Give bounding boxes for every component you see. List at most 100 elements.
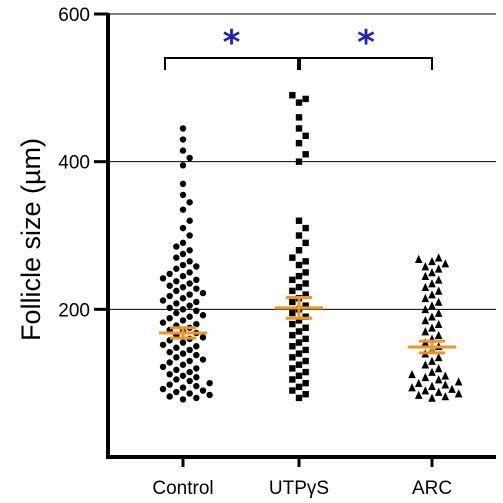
y-tick-label-400: 400 (58, 153, 90, 174)
data-point-2-15 (408, 369, 416, 379)
data-point-0-4 (186, 390, 193, 397)
data-point-2-46 (441, 259, 450, 268)
data-point-1-26 (289, 298, 296, 306)
data-point-1-16 (302, 335, 309, 343)
data-point-0-92 (179, 125, 187, 132)
data-point-0-0 (179, 396, 187, 403)
data-point-0-63 (179, 283, 187, 291)
mean-sem-bars (159, 296, 456, 355)
data-point-0-45 (179, 317, 187, 324)
data-point-0-23 (186, 357, 193, 365)
data-point-2-32 (434, 308, 443, 317)
data-point-1-44 (302, 151, 309, 158)
data-point-1-32 (289, 276, 296, 283)
data-point-1-33 (295, 272, 303, 280)
data-point-1-42 (295, 217, 303, 224)
data-point-0-84 (179, 206, 187, 213)
significance-star-0: * (223, 23, 241, 63)
data-point-0-52 (166, 304, 173, 312)
category-label-0: Control (152, 478, 213, 499)
data-point-2-39 (421, 282, 430, 292)
data-point-0-22 (166, 359, 173, 366)
data-point-1-29 (289, 287, 296, 295)
data-point-2-26 (434, 330, 443, 340)
data-point-2-38 (434, 286, 443, 295)
data-point-0-7 (159, 385, 167, 393)
data-point-2-45 (421, 262, 430, 271)
data-point-2-48 (414, 254, 423, 263)
data-point-0-30 (173, 344, 180, 351)
data-point-1-35 (295, 261, 303, 269)
y-tick-label-600: 600 (58, 5, 90, 26)
data-point-1-23 (289, 309, 296, 317)
y-tick-label-200: 200 (58, 300, 90, 321)
data-point-0-44 (159, 319, 167, 326)
data-point-0-9 (193, 382, 200, 390)
data-point-0-19 (193, 365, 200, 372)
data-point-0-54 (173, 300, 180, 307)
data-point-1-9 (295, 361, 303, 368)
data-point-1-50 (302, 95, 309, 103)
data-point-0-6 (199, 387, 207, 394)
data-point-0-66 (173, 278, 180, 285)
data-point-0-91 (179, 136, 187, 143)
data-point-1-11 (289, 354, 296, 361)
data-point-1-1 (302, 391, 309, 398)
data-point-0-82 (179, 224, 187, 232)
data-point-0-53 (186, 302, 193, 309)
data-point-2-20 (434, 352, 443, 362)
data-point-1-28 (302, 291, 309, 298)
data-point-0-87 (179, 180, 187, 188)
significance-brackets: * * (164, 23, 433, 70)
data-point-0-33 (179, 339, 187, 346)
data-point-0-12 (186, 377, 193, 385)
significance-star-1: * (357, 23, 375, 63)
data-point-0-49 (173, 309, 180, 317)
data-point-1-36 (302, 258, 309, 265)
data-point-1-46 (302, 132, 309, 140)
data-point-2-12 (434, 375, 443, 384)
data-point-2-18 (421, 360, 430, 369)
data-point-1-18 (295, 328, 303, 335)
data-point-0-50 (193, 307, 200, 315)
data-point-2-37 (428, 290, 436, 299)
data-point-2-3 (454, 389, 463, 398)
data-point-0-74 (179, 261, 187, 269)
data-point-1-39 (302, 239, 309, 247)
data-point-0-5 (173, 388, 180, 396)
data-point-1-0 (295, 394, 303, 402)
data-point-0-51 (179, 306, 187, 313)
data-point-0-18 (173, 366, 180, 374)
data-point-1-3 (295, 383, 303, 391)
data-point-0-72 (173, 265, 180, 272)
data-point-0-46 (166, 314, 173, 322)
data-point-2-31 (428, 312, 436, 321)
data-point-1-10 (302, 357, 309, 365)
labels: 200 400 600 Control UTPγS ARC Follicle size (µ… (16, 5, 452, 499)
data-point-0-14 (193, 374, 200, 381)
data-point-2-13 (421, 372, 430, 382)
data-point-2-33 (421, 304, 430, 314)
data-point-0-64 (166, 282, 173, 289)
data-point-0-79 (173, 243, 180, 250)
data-point-0-88 (179, 162, 187, 169)
data-point-0-86 (179, 191, 187, 199)
data-point-1-5 (289, 376, 296, 383)
data-point-0-13 (173, 376, 180, 383)
data-point-1-15 (295, 339, 303, 346)
data-point-0-83 (186, 217, 193, 224)
data-point-2-44 (434, 264, 443, 273)
data-point-2-34 (428, 301, 436, 310)
data-point-0-16 (166, 371, 173, 378)
data-point-2-41 (434, 275, 443, 284)
data-point-0-43 (193, 320, 200, 328)
data-point-0-81 (186, 232, 193, 239)
data-point-1-2 (289, 387, 296, 394)
data-point-1-21 (295, 317, 303, 324)
data-point-0-59 (186, 291, 193, 298)
data-point-2-1 (441, 392, 450, 401)
data-point-1-48 (295, 114, 303, 121)
significance-bracket-1 (299, 57, 433, 70)
data-point-0-57 (179, 295, 187, 302)
